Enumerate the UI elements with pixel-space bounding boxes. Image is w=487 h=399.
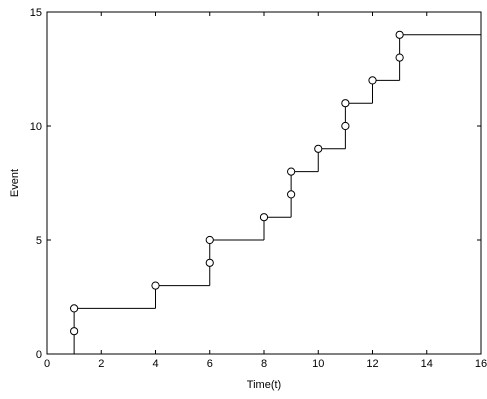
data-point-marker: [70, 327, 79, 336]
data-point-marker: [395, 30, 404, 39]
plot-frame-group: [46, 11, 482, 355]
x-tick-label: 14: [421, 358, 433, 370]
data-point-marker: [259, 213, 269, 222]
markers-group: [70, 30, 404, 336]
data-point-marker: [341, 99, 350, 108]
x-tick-label: 0: [44, 358, 50, 370]
data-point-marker: [368, 76, 377, 85]
x-tick-label: 12: [366, 358, 378, 370]
y-tick-label: 5: [36, 235, 42, 247]
x-tick-label: 8: [261, 358, 267, 370]
x-tick-label: 10: [312, 358, 324, 370]
data-point-marker: [287, 190, 296, 199]
x-tick-label: 16: [475, 358, 487, 370]
y-tick-label: 10: [30, 121, 42, 133]
data-point-marker: [205, 235, 214, 245]
data-point-marker: [70, 304, 79, 313]
data-point-marker: [395, 53, 404, 62]
ticks-group: 0 2 4 6 8 10 12 14 16 0 5 10 15: [30, 7, 487, 370]
plot-frame: [46, 11, 482, 355]
y-tick-label: 0: [36, 349, 42, 361]
x-axis-label: Time(t): [247, 379, 281, 391]
data-point-marker: [314, 144, 323, 153]
x-tick-label: 6: [207, 358, 213, 370]
data-point-marker: [205, 258, 214, 267]
data-point-marker: [151, 281, 160, 290]
series-group: [73, 34, 481, 354]
data-point-marker: [287, 167, 296, 176]
x-tick-label: 2: [98, 358, 104, 370]
y-tick-label: 15: [30, 7, 42, 19]
x-tick-label: 4: [152, 358, 158, 370]
y-axis-label: Event: [9, 169, 21, 197]
data-point-marker: [341, 121, 350, 131]
